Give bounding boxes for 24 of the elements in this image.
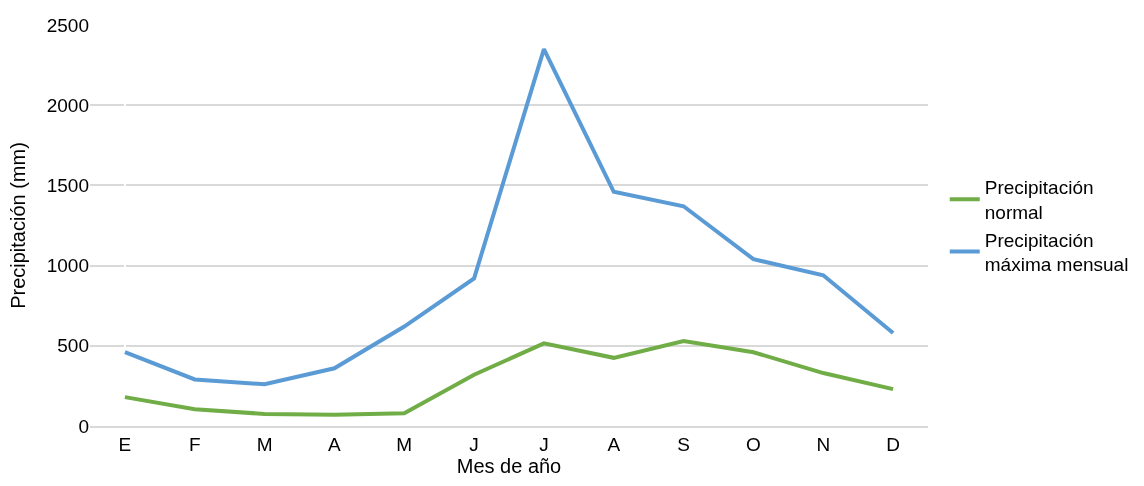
line-series xyxy=(122,47,896,387)
y-tick-label: 2000 xyxy=(46,94,89,116)
y-tick-label: 0 xyxy=(78,415,89,437)
x-tick-label: O xyxy=(746,433,761,455)
x-tick-label: J xyxy=(539,433,549,455)
y-tick-label: 2500 xyxy=(46,14,89,36)
x-tick-label: J xyxy=(469,433,479,455)
y-axis-title: Precipitación (mm) xyxy=(7,142,30,309)
x-tick-label: A xyxy=(328,433,342,455)
legend-label: Precipitación normal xyxy=(984,177,1094,223)
x-tick-label: N xyxy=(816,433,831,455)
x-tick-label: F xyxy=(188,433,201,455)
legend-label: Precipitación máxima mensual xyxy=(984,229,1129,276)
line-series xyxy=(122,338,896,417)
y-tick-label: 1000 xyxy=(46,255,89,277)
y-tick-label: 500 xyxy=(57,335,89,357)
x-tick-label: M xyxy=(396,433,413,455)
x-tick-label: E xyxy=(118,433,132,455)
y-tick-label: 1500 xyxy=(46,175,89,197)
x-tick-label: S xyxy=(677,433,690,455)
x-tick-label: M xyxy=(256,433,273,455)
x-tick-label: A xyxy=(607,433,621,455)
x-tick-label: D xyxy=(886,433,900,455)
x-axis-title: Mes de año xyxy=(456,454,562,477)
